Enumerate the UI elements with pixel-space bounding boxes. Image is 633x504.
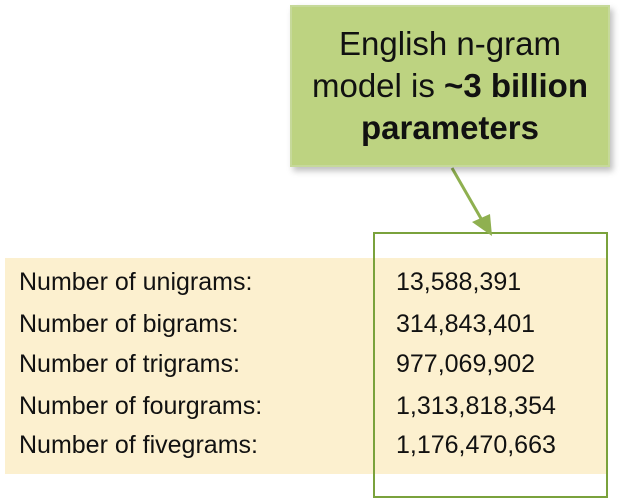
row-label-unigrams: Number of unigrams: xyxy=(19,268,253,296)
callout-line-2-bold: ~3 billion xyxy=(444,67,588,104)
row-label-bigrams: Number of bigrams: xyxy=(19,310,239,338)
row-value-trigrams: 977,069,902 xyxy=(396,350,536,378)
callout-line-1: English n-gram xyxy=(339,25,561,62)
row-label-fourgrams: Number of fourgrams: xyxy=(19,392,263,420)
row-value-bigrams: 314,843,401 xyxy=(396,310,536,338)
callout-line-3: parameters xyxy=(361,109,539,146)
table-background xyxy=(5,258,608,474)
callout-line-2-prefix: model is xyxy=(311,67,445,104)
callout-box: English n-gram model is ~3 billion param… xyxy=(290,5,610,167)
row-label-trigrams: Number of trigrams: xyxy=(19,350,240,378)
row-value-fivegrams: 1,176,470,663 xyxy=(396,431,556,459)
row-value-fourgrams: 1,313,818,354 xyxy=(396,392,556,420)
callout-line-2: model is ~3 billion xyxy=(312,65,588,107)
row-label-fivegrams: Number of fivegrams: xyxy=(19,431,258,459)
arrow-shaft xyxy=(450,167,485,223)
row-value-unigrams: 13,588,391 xyxy=(396,268,522,296)
